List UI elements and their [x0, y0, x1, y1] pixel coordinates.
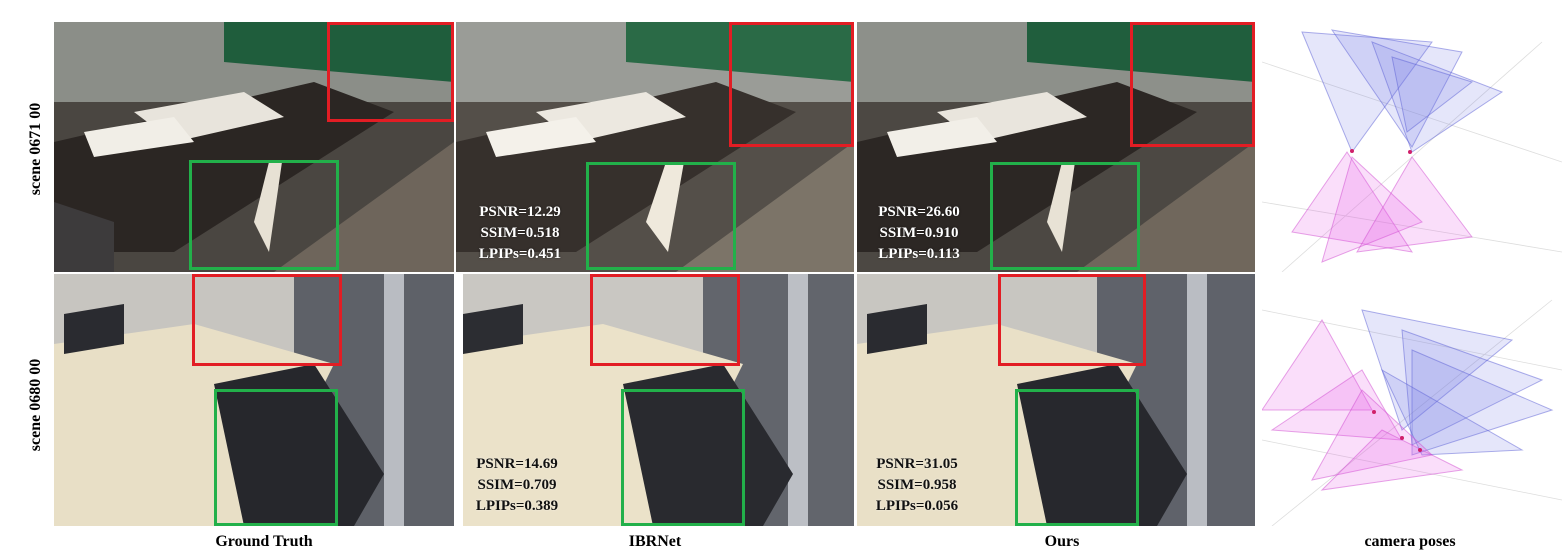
zoom-box-green [214, 389, 338, 526]
column-label-ground-truth: Ground Truth [215, 533, 313, 550]
zoom-box-green [586, 162, 736, 270]
zoom-box-green [990, 162, 1140, 270]
psnr-value: PSNR=31.05 [876, 456, 958, 472]
metrics-ours-scene-0680: PSNR=31.05 SSIM=0.958 LPIPs=0.056 [867, 454, 967, 517]
zoom-box-red [327, 22, 454, 122]
camera-poses-scene-0680 [1262, 280, 1562, 526]
lpips-value: LPIPs=0.389 [475, 498, 559, 514]
ssim-value: SSIM=0.518 [480, 225, 560, 241]
row-label-scene-0671: scene 0671 00 [27, 102, 44, 196]
psnr-value: PSNR=14.69 [476, 456, 558, 472]
zoom-box-green [189, 160, 339, 270]
ssim-value: SSIM=0.910 [879, 225, 959, 241]
zoom-box-red [998, 274, 1146, 366]
image-ibrnet-scene-0680: PSNR=14.69 SSIM=0.709 LPIPs=0.389 [463, 274, 854, 526]
metrics-ours-scene-0671: PSNR=26.60 SSIM=0.910 LPIPs=0.113 [869, 202, 969, 265]
zoom-box-red [1130, 22, 1255, 147]
lpips-value: LPIPs=0.056 [875, 498, 959, 514]
lpips-value: LPIPs=0.451 [478, 246, 562, 262]
zoom-box-red [729, 22, 854, 147]
psnr-value: PSNR=12.29 [479, 204, 561, 220]
image-ours-scene-0680: PSNR=31.05 SSIM=0.958 LPIPs=0.056 [857, 274, 1255, 526]
metrics-ibrnet-scene-0680: PSNR=14.69 SSIM=0.709 LPIPs=0.389 [467, 454, 567, 517]
camera-poses-scene-0671 [1262, 22, 1562, 272]
column-label-ours: Ours [1044, 533, 1080, 550]
zoom-box-red [590, 274, 740, 366]
zoom-box-green [1015, 389, 1139, 526]
image-ibrnet-scene-0671: PSNR=12.29 SSIM=0.518 LPIPs=0.451 [456, 22, 854, 272]
image-ours-scene-0671: PSNR=26.60 SSIM=0.910 LPIPs=0.113 [857, 22, 1255, 272]
image-gt-scene-0680 [54, 274, 454, 526]
ssim-value: SSIM=0.709 [477, 477, 557, 493]
lpips-value: LPIPs=0.113 [878, 246, 960, 262]
ssim-value: SSIM=0.958 [877, 477, 957, 493]
metrics-ibrnet-scene-0671: PSNR=12.29 SSIM=0.518 LPIPs=0.451 [470, 202, 570, 265]
psnr-value: PSNR=26.60 [878, 204, 960, 220]
column-label-camera-poses: camera poses [1364, 533, 1456, 550]
column-label-ibrnet: IBRNet [628, 533, 682, 550]
zoom-box-green [621, 389, 745, 526]
image-gt-scene-0671 [54, 22, 454, 272]
row-label-scene-0680: scene 0680 00 [27, 358, 44, 452]
zoom-box-red [192, 274, 342, 366]
